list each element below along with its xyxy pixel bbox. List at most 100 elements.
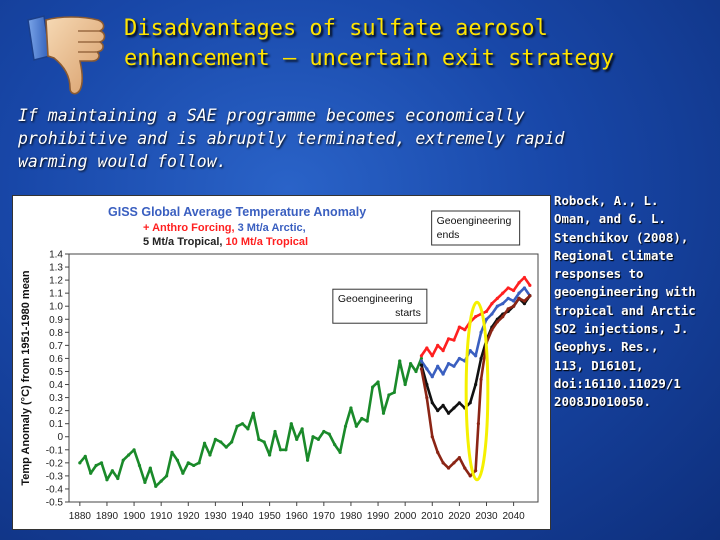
- annotation-ends-text: Geoengineering: [437, 215, 512, 227]
- x-tick-label: 2030: [475, 511, 498, 522]
- data-point: [474, 469, 478, 473]
- data-point: [476, 422, 480, 426]
- data-point: [430, 354, 434, 358]
- intro-line-1: If maintaining a SAE programme becomes e…: [18, 106, 525, 125]
- y-tick-label: 0.6: [49, 354, 63, 365]
- highlight-ellipse: [464, 300, 490, 482]
- data-point: [110, 469, 114, 473]
- reference-line: doi:16110.11029/1: [554, 375, 681, 391]
- data-point: [262, 440, 266, 444]
- reference-line: Geophys. Res.,: [554, 339, 659, 355]
- data-point: [501, 302, 505, 306]
- data-point: [495, 296, 499, 300]
- data-point: [436, 409, 440, 413]
- data-point: [446, 411, 451, 415]
- y-tick-label: 0.1: [49, 419, 63, 430]
- data-point: [457, 401, 461, 405]
- data-point: [495, 320, 499, 324]
- data-point: [354, 424, 358, 428]
- data-point: [116, 476, 120, 481]
- data-point: [430, 375, 434, 379]
- x-tick-label: 1930: [204, 511, 227, 522]
- y-tick-label: 0: [57, 432, 63, 443]
- data-point: [78, 461, 82, 465]
- reference-line: SO2 injections, J.: [554, 321, 689, 337]
- data-point: [517, 296, 521, 300]
- y-tick-label: 0.5: [49, 367, 63, 378]
- data-point: [419, 363, 424, 367]
- data-point: [436, 343, 440, 347]
- data-point: [349, 406, 353, 410]
- x-tick-label: 1980: [340, 511, 363, 522]
- reference-line: 2008JD010050.: [554, 394, 651, 410]
- reference-line: geoengineering with: [554, 284, 696, 300]
- legend-entry: + Anthro Forcing,: [143, 222, 238, 234]
- x-tick-label: 2010: [421, 511, 444, 522]
- x-tick-label: 2020: [448, 511, 471, 522]
- legend-entry: 3 Mt/a: [238, 222, 272, 234]
- data-point: [441, 372, 445, 376]
- x-tick-label: 1970: [313, 511, 336, 522]
- data-point: [322, 429, 326, 434]
- data-point: [468, 474, 472, 478]
- chart-svg: GISS Global Average Temperature Anomaly +…: [20, 205, 539, 522]
- data-point: [89, 471, 93, 475]
- data-point: [452, 406, 456, 410]
- intro-text: If maintaining a SAE programme becomes e…: [18, 104, 638, 173]
- data-point: [452, 338, 456, 342]
- data-point: [392, 390, 396, 394]
- data-point: [268, 453, 272, 457]
- intro-line-2: prohibitive and is abruptly terminated, …: [18, 129, 565, 148]
- data-point: [300, 427, 304, 431]
- data-point: [479, 356, 483, 361]
- data-point: [528, 294, 532, 298]
- data-point: [452, 461, 456, 465]
- annotation-starts-text: Geoengineering: [338, 293, 413, 305]
- reference-line: 113, D16101,: [554, 357, 644, 373]
- reference-line: Stenchikov (2008),: [554, 229, 689, 245]
- data-point: [446, 362, 451, 366]
- data-point: [441, 348, 445, 353]
- y-tick-label: 1.4: [49, 250, 63, 261]
- data-point: [490, 328, 494, 332]
- data-point: [419, 354, 424, 358]
- data-point: [425, 346, 429, 350]
- annotation-starts-box: [332, 288, 428, 324]
- data-point: [474, 354, 478, 358]
- thumbs-down-icon: [27, 15, 106, 95]
- annotation-ends-box: [431, 210, 521, 246]
- data-point: [474, 315, 478, 319]
- data-point: [127, 453, 131, 457]
- data-point: [419, 356, 424, 361]
- data-point: [501, 315, 505, 319]
- data-point: [436, 450, 440, 454]
- data-point: [463, 466, 467, 470]
- data-point: [208, 453, 212, 457]
- reference-line: Regional climate: [554, 247, 674, 263]
- data-point: [517, 281, 521, 285]
- data-point: [490, 302, 494, 306]
- data-point: [430, 401, 434, 405]
- reference-citation: Robock, A., L. Oman, and G. L. Stenchiko…: [554, 192, 716, 412]
- data-point: [278, 448, 283, 452]
- data-point: [479, 330, 483, 334]
- data-point: [522, 286, 527, 290]
- y-tick-label: 0.8: [49, 328, 63, 339]
- data-point: [506, 296, 510, 300]
- y-tick-label: -0.5: [46, 498, 64, 509]
- data-point: [495, 304, 499, 308]
- data-point: [425, 382, 429, 387]
- x-tick-label: 1940: [231, 511, 254, 522]
- data-point: [419, 367, 424, 371]
- y-tick-label: 0.2: [49, 406, 63, 417]
- data-point: [316, 437, 321, 441]
- data-point: [512, 304, 516, 308]
- legend-line: 5 Mt/a Tropical, 10 Mt/a Tropical: [143, 236, 308, 248]
- reference-line: Robock, A., L.: [554, 193, 659, 208]
- data-point: [99, 461, 104, 465]
- data-point: [479, 377, 483, 381]
- y-tick-label: 0.7: [49, 341, 63, 352]
- data-point: [284, 448, 288, 452]
- slide-title: Disadvantages of sulfate aerosol enhance…: [124, 14, 714, 74]
- x-tick-label: 1910: [150, 511, 173, 522]
